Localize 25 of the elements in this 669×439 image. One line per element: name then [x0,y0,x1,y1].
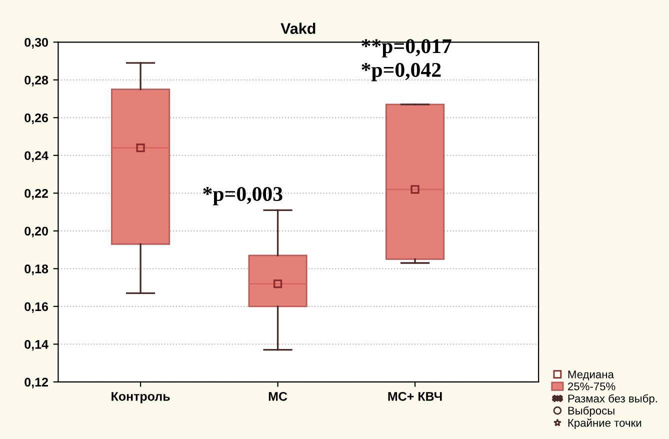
y-tick-label: 0,16 [24,302,48,313]
y-tick-label: 0,20 [24,226,48,238]
annotation: *p=0,042 [362,62,441,82]
y-tick-label: 0,14 [24,340,48,351]
annotation: **p=0,017 [362,39,452,58]
legend-label: 25%-75% [568,382,616,390]
legend-label: Крайние точки [568,418,642,429]
annotation: *p=0,003 [203,186,282,206]
x-tick-label: МС [268,392,288,401]
point [410,185,420,194]
y-tick-label: 0,24 [24,151,48,162]
y-tick-label: 0,18 [24,264,48,276]
y-tick-label: 0,26 [24,113,48,124]
y-tick-label: 0,28 [24,76,48,86]
point [273,279,282,288]
point [136,144,145,152]
legend-label: Медиана [568,370,614,380]
x-tick-label: Контроль [112,392,170,404]
legend-label: Выбросы [568,406,614,417]
legend-label: Размах без выбр. [568,394,657,405]
y-tick-label: 0,22 [24,188,48,200]
y-tick-label: 0,12 [24,378,48,388]
chart-title: Vakd [280,22,316,34]
x-tick-label: МС+ КВЧ [388,392,442,401]
y-tick-label: 0,30 [24,38,48,49]
